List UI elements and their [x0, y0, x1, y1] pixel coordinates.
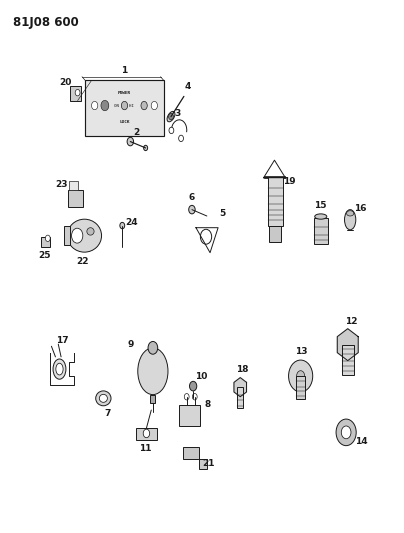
Circle shape — [288, 360, 313, 392]
Circle shape — [151, 101, 158, 110]
Circle shape — [192, 393, 197, 400]
Ellipse shape — [102, 101, 108, 110]
FancyBboxPatch shape — [41, 237, 50, 247]
FancyBboxPatch shape — [69, 181, 78, 190]
FancyBboxPatch shape — [296, 376, 305, 399]
FancyBboxPatch shape — [67, 190, 83, 207]
FancyBboxPatch shape — [238, 387, 243, 408]
Circle shape — [189, 381, 197, 391]
Ellipse shape — [347, 211, 354, 216]
Text: 6: 6 — [189, 193, 195, 203]
Ellipse shape — [99, 394, 107, 402]
Circle shape — [75, 90, 80, 96]
Circle shape — [184, 393, 189, 400]
Text: 7: 7 — [104, 409, 111, 418]
FancyBboxPatch shape — [137, 428, 156, 440]
Text: ON    HI: ON HI — [114, 103, 135, 108]
FancyBboxPatch shape — [199, 459, 207, 469]
Text: 8: 8 — [204, 400, 211, 409]
Text: 4: 4 — [185, 82, 191, 91]
Circle shape — [200, 229, 212, 244]
Text: 12: 12 — [345, 317, 357, 326]
Polygon shape — [234, 377, 246, 397]
Circle shape — [120, 222, 125, 229]
Text: 24: 24 — [125, 218, 137, 227]
Text: 22: 22 — [76, 257, 88, 265]
FancyBboxPatch shape — [314, 217, 328, 244]
Ellipse shape — [72, 228, 83, 243]
Ellipse shape — [167, 111, 175, 122]
Text: 11: 11 — [139, 444, 152, 453]
Ellipse shape — [345, 209, 356, 230]
Text: 16: 16 — [354, 204, 366, 213]
Circle shape — [169, 127, 174, 134]
FancyBboxPatch shape — [183, 447, 199, 459]
Text: 21: 21 — [202, 459, 215, 467]
Circle shape — [101, 100, 109, 111]
Ellipse shape — [56, 364, 63, 375]
FancyBboxPatch shape — [85, 80, 164, 136]
Circle shape — [336, 419, 356, 446]
FancyBboxPatch shape — [267, 176, 283, 225]
Text: 9: 9 — [128, 340, 134, 349]
Ellipse shape — [96, 391, 111, 406]
Text: 14: 14 — [355, 438, 368, 447]
Text: 18: 18 — [236, 365, 248, 374]
Circle shape — [297, 370, 305, 381]
Circle shape — [148, 342, 158, 354]
Circle shape — [143, 146, 147, 151]
Ellipse shape — [315, 214, 327, 219]
Text: 5: 5 — [219, 209, 225, 218]
Text: 15: 15 — [315, 201, 327, 211]
Text: 3: 3 — [175, 109, 181, 118]
Circle shape — [341, 426, 351, 439]
Ellipse shape — [141, 101, 147, 110]
Text: POWER: POWER — [118, 91, 131, 95]
Text: 10: 10 — [195, 372, 207, 381]
Text: LOCK: LOCK — [119, 120, 130, 124]
Circle shape — [45, 235, 50, 241]
Text: 23: 23 — [55, 180, 67, 189]
FancyBboxPatch shape — [63, 226, 70, 245]
Text: 17: 17 — [56, 336, 69, 345]
FancyBboxPatch shape — [150, 394, 155, 403]
Circle shape — [189, 205, 195, 214]
FancyBboxPatch shape — [70, 86, 81, 101]
Circle shape — [168, 114, 173, 120]
Polygon shape — [337, 329, 358, 361]
Ellipse shape — [121, 101, 128, 110]
Text: 81J08 600: 81J08 600 — [13, 15, 78, 29]
Text: 2: 2 — [133, 127, 139, 136]
Circle shape — [92, 101, 98, 110]
Ellipse shape — [53, 359, 66, 379]
FancyBboxPatch shape — [269, 225, 281, 241]
Ellipse shape — [67, 219, 101, 252]
FancyBboxPatch shape — [342, 345, 354, 375]
Ellipse shape — [87, 228, 94, 235]
Text: 13: 13 — [295, 347, 308, 356]
Circle shape — [179, 135, 183, 142]
Text: 1: 1 — [121, 67, 128, 75]
FancyBboxPatch shape — [179, 405, 200, 426]
Circle shape — [127, 138, 134, 146]
FancyBboxPatch shape — [263, 176, 285, 177]
Text: 20: 20 — [59, 78, 71, 87]
Text: 19: 19 — [283, 177, 296, 186]
Text: 25: 25 — [39, 252, 51, 260]
Circle shape — [143, 429, 149, 438]
Ellipse shape — [138, 348, 168, 394]
